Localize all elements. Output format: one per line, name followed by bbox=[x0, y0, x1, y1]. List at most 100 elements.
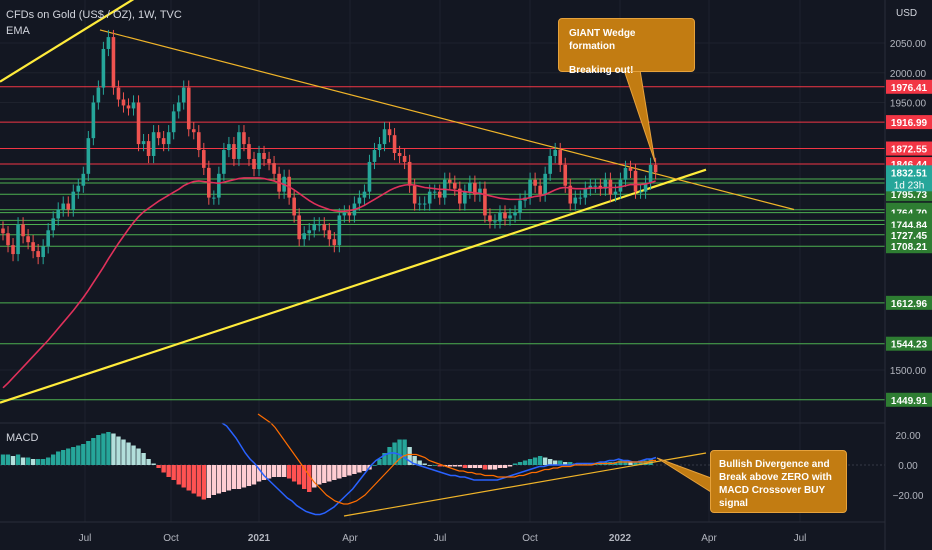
candle-body bbox=[543, 173, 547, 195]
macd-histogram-bar bbox=[357, 465, 362, 473]
support-price-label: 1612.96 bbox=[891, 299, 928, 310]
macd-histogram-bar bbox=[61, 450, 66, 465]
macd-histogram-bar bbox=[10, 456, 16, 465]
macd-histogram-bar bbox=[522, 460, 528, 465]
candle-body bbox=[437, 191, 442, 198]
macd-histogram-bar bbox=[281, 465, 287, 477]
macd-histogram-bar bbox=[266, 465, 272, 479]
wedge-note-subtitle: Breaking out! bbox=[569, 65, 634, 76]
candle-body bbox=[61, 203, 66, 210]
macd-histogram-bar bbox=[422, 463, 427, 465]
candle-body bbox=[598, 185, 603, 189]
candle-body bbox=[342, 212, 347, 216]
macd-histogram-bar bbox=[201, 465, 206, 500]
candle-body bbox=[292, 197, 296, 216]
candle-body bbox=[493, 221, 497, 223]
macd-histogram-bar bbox=[497, 465, 503, 468]
macd-note[interactable]: Bullish Divergence and Break above ZERO … bbox=[710, 450, 847, 513]
wedge-lower-line bbox=[0, 168, 707, 404]
wedge-note[interactable]: GIANT Wedge formation Breaking out! bbox=[558, 18, 695, 76]
macd-histogram-bar bbox=[35, 459, 41, 465]
macd-histogram-bar bbox=[101, 433, 106, 465]
candle-body bbox=[553, 150, 557, 156]
time-tick-label: Apr bbox=[342, 533, 358, 544]
candle-body bbox=[212, 197, 216, 199]
resistance-price-badge bbox=[886, 115, 932, 130]
macd-histogram-bar bbox=[136, 448, 141, 465]
candle-body bbox=[628, 167, 633, 171]
macd-histogram-bar bbox=[56, 451, 61, 465]
candle-body bbox=[623, 167, 628, 180]
macd-histogram-bar bbox=[116, 436, 121, 465]
macd-histogram-bar bbox=[196, 465, 201, 497]
price-tick-label: 1500.00 bbox=[890, 366, 927, 377]
resistance-price-label: 1916.99 bbox=[891, 118, 928, 129]
macd-histogram-bar bbox=[542, 457, 548, 465]
time-axis[interactable]: Jul Oct 2021 Apr Jul Oct 2022 Apr Jul bbox=[79, 533, 807, 544]
ema-legend: EMA bbox=[6, 25, 31, 37]
time-tick-label: Apr bbox=[701, 533, 717, 544]
candle-body bbox=[222, 150, 226, 174]
resistance-price-label: 1872.55 bbox=[891, 145, 928, 156]
macd-histogram-bar bbox=[81, 444, 86, 465]
macd-histogram-bar bbox=[0, 454, 6, 465]
macd-histogram-bar bbox=[527, 459, 533, 465]
candle-body bbox=[618, 179, 623, 192]
macd-histogram-bar bbox=[302, 465, 307, 489]
candle-body bbox=[81, 173, 86, 186]
candle-body bbox=[322, 224, 327, 231]
candle-body bbox=[227, 144, 231, 151]
candle-body bbox=[262, 153, 266, 159]
candle-body bbox=[538, 185, 542, 195]
price-axis[interactable]: 2050.00 2000.00 1950.00 1500.00 20.00 0.00 −20… bbox=[886, 39, 932, 502]
macd-divergence-line bbox=[343, 452, 707, 517]
candle-body bbox=[613, 191, 618, 195]
macd-histogram-bar bbox=[30, 459, 36, 465]
candle-body bbox=[242, 132, 246, 145]
candle-body bbox=[427, 191, 432, 204]
candle-body bbox=[121, 99, 126, 106]
candles bbox=[1, 29, 658, 265]
macd-histogram-bar bbox=[291, 465, 297, 482]
candle-body bbox=[11, 245, 15, 255]
support-price-badge bbox=[886, 392, 932, 407]
candle-body bbox=[136, 102, 141, 145]
candle-body bbox=[468, 182, 472, 192]
candle-body bbox=[478, 188, 482, 195]
macd-histogram-bar bbox=[638, 460, 643, 465]
candle-body bbox=[16, 224, 20, 255]
macd-histogram-bar bbox=[276, 465, 282, 477]
macd-histogram-bar bbox=[317, 465, 322, 485]
candle-body bbox=[146, 141, 151, 156]
horizontal-levels bbox=[0, 86, 885, 401]
macd-histogram-bar bbox=[532, 457, 538, 465]
macd-histogram-bar bbox=[166, 465, 171, 477]
macd-histogram-bar bbox=[71, 447, 76, 465]
candle-body bbox=[407, 161, 412, 186]
candle-body bbox=[71, 191, 76, 210]
macd-histogram-bar bbox=[25, 457, 31, 465]
candle-body bbox=[96, 87, 101, 103]
macd-histogram-bar bbox=[447, 465, 452, 467]
support-price-label: 1708.21 bbox=[891, 242, 928, 253]
macd-histogram-bar bbox=[563, 462, 568, 465]
macd-histogram-bar bbox=[146, 459, 151, 465]
time-tick-label: Oct bbox=[522, 533, 538, 544]
macd-histogram-bar bbox=[648, 459, 653, 465]
macd-histogram-bar bbox=[106, 432, 111, 465]
candle-body bbox=[463, 191, 467, 204]
countdown-label: 1d 23h bbox=[894, 180, 925, 191]
candle-body bbox=[578, 197, 583, 199]
candle-body bbox=[36, 251, 40, 258]
macd-histogram-bar bbox=[452, 465, 457, 467]
candle-body bbox=[417, 203, 422, 205]
macd-histogram-bar bbox=[633, 462, 638, 465]
candle-body bbox=[387, 129, 392, 136]
candle-body bbox=[46, 230, 50, 247]
price-tick-label: 2000.00 bbox=[890, 69, 927, 80]
macd-histogram-bar bbox=[186, 465, 191, 491]
macd-histogram-bar bbox=[397, 439, 402, 465]
macd-histogram-bar bbox=[191, 465, 196, 494]
candle-body bbox=[91, 102, 96, 139]
